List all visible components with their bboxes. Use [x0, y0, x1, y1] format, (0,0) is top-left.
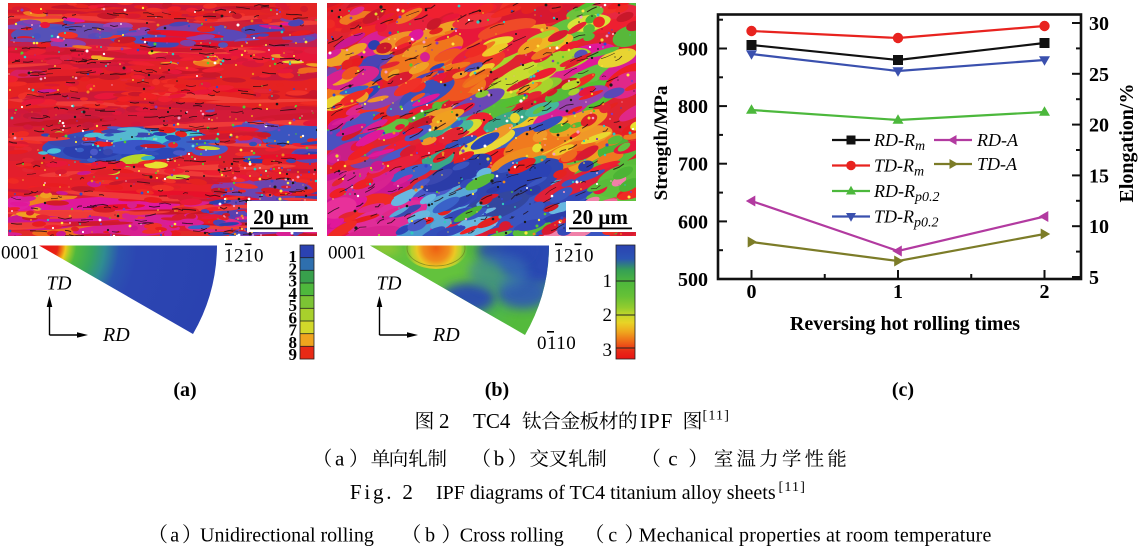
svg-text:a: a [170, 525, 179, 547]
svg-text:20: 20 [1089, 115, 1109, 137]
svg-text:4: 4 [289, 284, 298, 303]
svg-text:800: 800 [678, 96, 708, 118]
svg-text:b: b [425, 525, 435, 547]
svg-text:6: 6 [289, 308, 298, 327]
svg-text:25: 25 [1089, 64, 1109, 86]
svg-text:5: 5 [289, 296, 298, 315]
svg-text:TD: TD [47, 274, 72, 295]
svg-text:TD: TD [377, 274, 402, 295]
svg-text:Strength/MPa: Strength/MPa [651, 85, 672, 200]
svg-text:600: 600 [678, 211, 708, 233]
svg-text:Unidirectional rolling: Unidirectional rolling [200, 525, 374, 547]
svg-text:3: 3 [603, 340, 613, 361]
svg-text:IPF: IPF [640, 409, 673, 433]
svg-text:Mechanical properties at room: Mechanical properties at room temperatur… [639, 525, 992, 547]
svg-text:Reversing hot rolling times: Reversing hot rolling times [790, 313, 1020, 335]
svg-text:1: 1 [289, 247, 298, 266]
svg-text:500: 500 [678, 269, 708, 291]
svg-text:2: 2 [289, 259, 298, 278]
svg-text:c: c [668, 447, 677, 471]
svg-text:1210: 1210 [224, 246, 264, 267]
svg-text:a: a [335, 447, 345, 471]
svg-text:Elongation/%: Elongation/% [1116, 84, 1138, 203]
svg-text:(a): (a) [173, 379, 196, 401]
svg-text:0001: 0001 [1, 243, 39, 264]
svg-text:15: 15 [1089, 165, 1109, 187]
svg-text:RD-A: RD-A [976, 130, 1019, 150]
svg-text:[11]: [11] [779, 480, 807, 495]
svg-text:3: 3 [289, 272, 298, 291]
svg-text:Cross rolling: Cross rolling [460, 525, 564, 547]
svg-text:RD: RD [102, 324, 130, 346]
svg-text:8: 8 [289, 333, 298, 352]
svg-text:1: 1 [893, 281, 903, 303]
svg-text:c: c [608, 525, 617, 547]
svg-text:2: 2 [439, 409, 450, 433]
svg-text:2: 2 [603, 305, 613, 326]
svg-text:20 μm: 20 μm [253, 205, 309, 229]
svg-text:RD: RD [432, 324, 460, 346]
svg-text:(c): (c) [892, 379, 914, 401]
svg-text:1: 1 [603, 271, 613, 292]
svg-text:9: 9 [289, 345, 298, 364]
svg-text:0110: 0110 [537, 333, 576, 354]
svg-text:(b): (b) [485, 379, 509, 401]
svg-text:TC4: TC4 [473, 409, 511, 433]
svg-text:[11]: [11] [703, 409, 731, 424]
svg-text:b: b [494, 447, 505, 471]
svg-text:900: 900 [678, 38, 708, 60]
svg-text:2: 2 [1040, 281, 1050, 303]
svg-text:700: 700 [678, 154, 708, 176]
svg-text:20 μm: 20 μm [572, 205, 628, 229]
svg-text:IPF diagrams of TC4 titanium a: IPF diagrams of TC4 titanium alloy sheet… [436, 482, 776, 504]
svg-text:10: 10 [1089, 216, 1109, 238]
svg-text:5: 5 [1089, 267, 1099, 289]
svg-text:0: 0 [747, 281, 757, 303]
svg-text:30: 30 [1089, 13, 1109, 35]
svg-text:0001: 0001 [328, 243, 366, 264]
svg-text:7: 7 [289, 321, 298, 340]
svg-text:Fig. 2: Fig. 2 [350, 480, 416, 504]
svg-text:1210: 1210 [554, 246, 594, 267]
svg-text:TD-A: TD-A [977, 154, 1018, 174]
